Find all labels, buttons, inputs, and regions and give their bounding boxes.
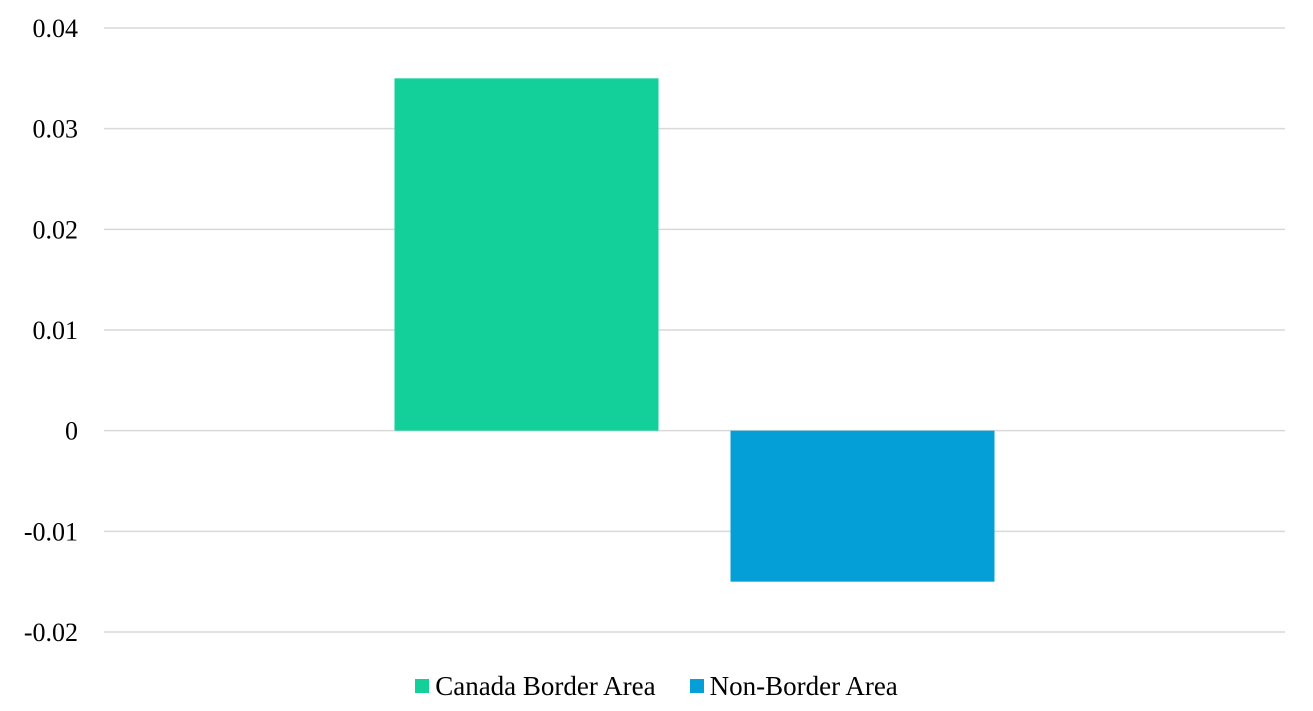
y-tick-label: 0.03: [33, 115, 79, 144]
bars: [394, 78, 995, 582]
legend: Canada Border Area Non-Border Area: [0, 666, 1313, 706]
legend-label: Non-Border Area: [709, 670, 898, 701]
y-tick-label: 0: [65, 417, 78, 446]
bar-canada-border-area: [394, 78, 659, 431]
legend-swatch: [415, 679, 430, 693]
y-tick-label: -0.02: [24, 618, 78, 647]
y-tick-label: -0.01: [24, 517, 78, 546]
gridlines: [104, 27, 1285, 633]
y-tick-label: 0.01: [33, 316, 79, 345]
y-axis-tick-labels: 0.04 0.03 0.02 0.01 0 -0.01 -0.02: [24, 14, 78, 647]
y-tick-label: 0.04: [33, 14, 79, 43]
legend-label: Canada Border Area: [435, 670, 656, 701]
y-tick-label: 0.02: [33, 215, 79, 244]
legend-swatch: [689, 679, 704, 693]
bar-non-border-area: [730, 430, 995, 582]
legend-item: Canada Border Area: [415, 670, 656, 701]
legend-item: Non-Border Area: [689, 670, 898, 701]
